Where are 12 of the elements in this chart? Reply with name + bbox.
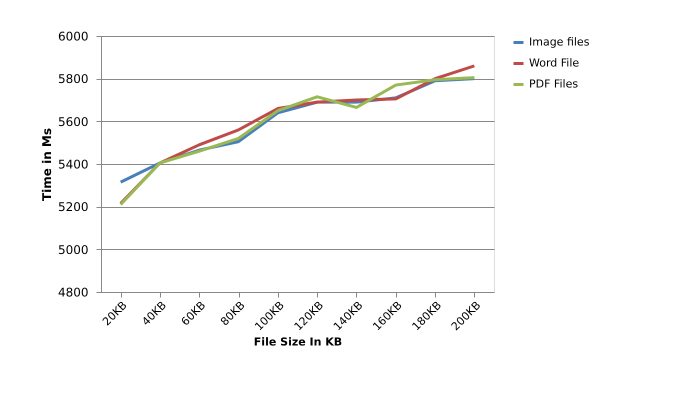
y-tick-label: 5200 — [58, 200, 88, 214]
legend-label: Image files — [529, 36, 590, 48]
y-axis-title: Time in Ms — [40, 128, 54, 202]
legend-label: PDF Files — [529, 78, 578, 90]
y-tick-label: 5800 — [58, 72, 88, 86]
y-tick-label: 5400 — [58, 158, 88, 172]
legend-label: Word File — [529, 56, 580, 70]
x-axis-title: File Size In KB — [254, 336, 342, 349]
y-tick-label: 4800 — [58, 286, 88, 300]
y-tick-label: 5600 — [58, 114, 88, 129]
y-tick-label: 5000 — [58, 242, 88, 257]
y-tick-label: 6000 — [58, 30, 88, 44]
